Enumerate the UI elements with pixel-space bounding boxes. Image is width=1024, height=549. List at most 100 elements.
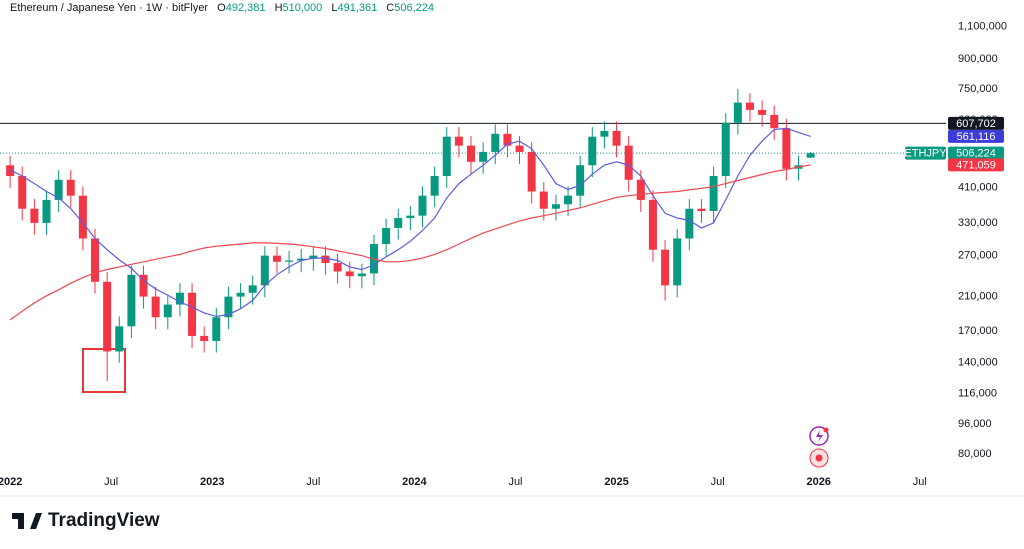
candle-body [503,133,512,146]
candle-body [139,274,148,297]
candle-body [406,215,415,219]
symbol-title: Ethereum / Japanese Yen · 1W · bitFlyer [10,2,209,14]
price-label: 471,059 [956,159,996,171]
candle-body [78,195,87,239]
candle-body [430,176,439,196]
ohlc-key: O [217,2,226,14]
candle-body [745,102,754,110]
x-tick-label: 2025 [604,476,628,488]
candle-body [151,296,160,318]
candle-body [345,271,354,277]
y-tick-label: 96,000 [958,418,992,430]
candle-body [163,304,172,318]
y-tick-label: 116,000 [958,387,997,399]
price-label: 506,224 [956,148,996,160]
candle-body [382,227,391,244]
moving-average [9,164,811,321]
drawn-rectangle [82,348,126,393]
candle-body [236,292,245,297]
x-tick-label: Jul [508,476,522,488]
candle-body [709,176,718,212]
price-label: 607,702 [956,118,996,130]
candle-body [285,260,294,262]
y-tick-label: 900,000 [958,53,998,65]
candle-body [297,258,306,261]
ohlc-value: 491,361 [337,2,378,14]
candle-body [66,179,75,196]
candle-body [212,317,221,341]
candle-body [648,199,657,250]
candle-body [18,176,27,209]
candle-body [321,255,330,264]
candle-body [661,249,670,286]
candle-body [685,208,694,239]
y-tick-label: 210,000 [958,291,998,303]
candle-body [260,255,269,286]
y-tick-label: 170,000 [958,325,998,337]
x-tick-label: 2022 [0,476,22,488]
branding: TradingView [12,510,160,532]
x-tick-label: 2026 [806,476,830,488]
y-tick-label: 1,100,000 [958,21,1007,33]
y-tick-label: 330,000 [958,217,998,229]
candle-body [721,122,730,177]
ohlc-value: 510,000 [282,2,323,14]
candle-body [576,165,585,196]
candle-body [551,204,560,209]
candle-body [697,208,706,212]
symbol-label: ETHJPY [904,148,947,160]
y-tick-label: 80,000 [958,448,992,460]
ohlc-key: H [274,2,283,14]
candle-body [564,195,573,205]
x-tick-label: Jul [711,476,725,488]
candle-body [467,145,476,162]
candle-body [309,255,318,259]
candle-body [224,296,233,318]
candle-body [758,109,767,115]
candle-body [127,274,136,327]
x-tick-label: Jul [104,476,118,488]
candle-body [357,273,366,277]
candle-body [30,208,39,223]
candle-body [115,326,124,352]
price-label-box [948,146,1004,160]
y-tick-label: 140,000 [958,357,998,369]
price-label-box [948,116,1004,130]
price-label-box [948,129,1004,143]
alert-bolt [816,430,823,442]
candle-body [491,133,500,152]
candle-body [515,145,524,152]
ohlc-key: C [386,2,395,14]
y-tick-label: 410,000 [958,181,998,193]
ohlc-key: L [331,2,338,14]
candle-body [6,165,15,177]
moving-average [9,127,811,318]
candle-body [454,136,463,146]
candle-body [200,335,209,341]
x-tick-label: 2023 [200,476,224,488]
candle-body [612,130,621,146]
candle-body [527,151,536,192]
symbol-header: Ethereum / Japanese Yen · 1W · bitFlyer … [10,2,440,14]
candle-body [588,136,597,166]
brand-logo [12,513,42,529]
candle-body [188,292,197,336]
candle-body [539,191,548,209]
candle-body [733,102,742,123]
candle-body [782,128,791,169]
candle-body [600,130,609,137]
candle-body [770,114,779,129]
x-tick-label: Jul [306,476,320,488]
candle-body [806,153,815,158]
candle-body [673,238,682,286]
price-label-box [948,158,1004,172]
candle-body [272,255,281,262]
candle-body [418,195,427,216]
brand-name: TradingView [48,510,160,531]
ohlc-value: 492,381 [225,2,266,14]
symbol-label-box [905,146,946,160]
y-tick-label: 750,000 [958,83,998,95]
alert-dot [823,427,829,433]
candle-body [394,218,403,228]
